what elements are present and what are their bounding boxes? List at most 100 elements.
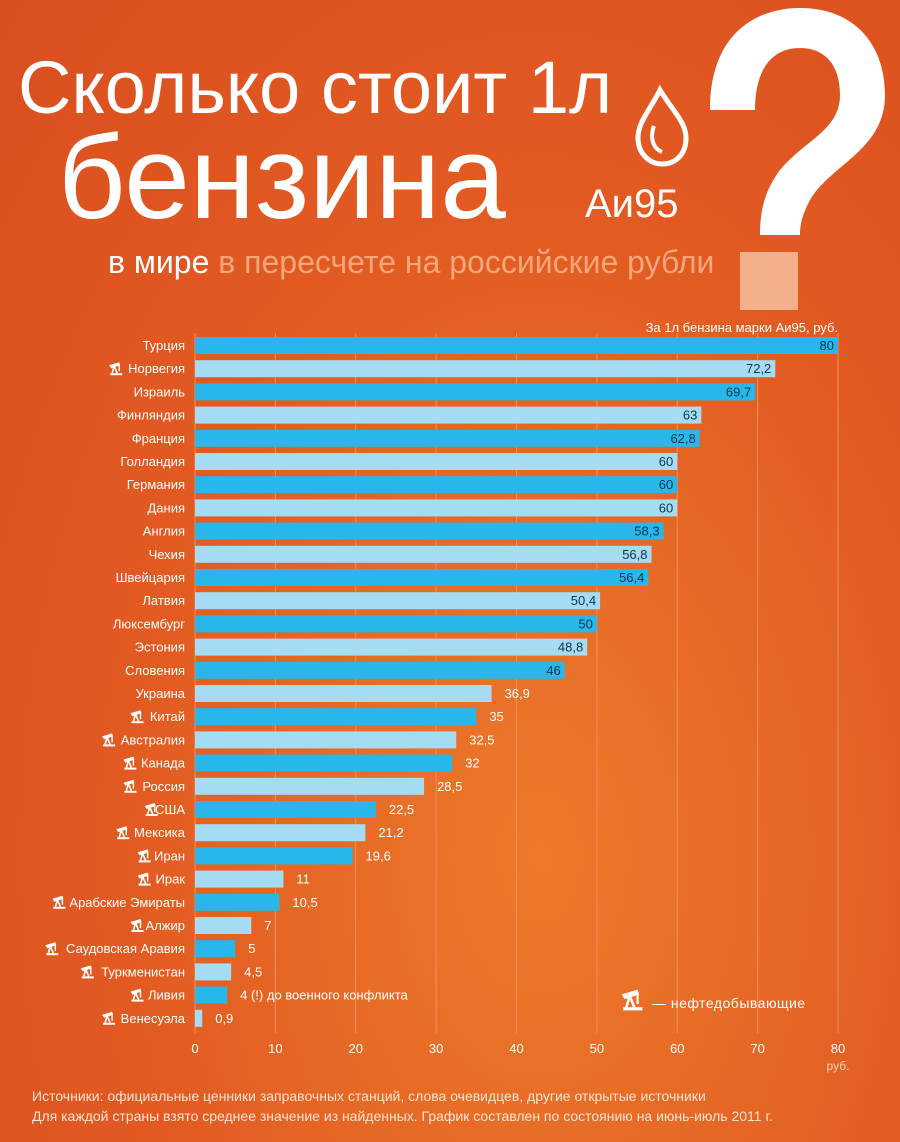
category-label: США <box>155 802 185 817</box>
category-label: Арабские Эмираты <box>69 895 185 910</box>
x-tick-label: 60 <box>670 1041 684 1056</box>
footer-method: Для каждой страны взято среднее значение… <box>32 1108 773 1124</box>
bar <box>195 499 678 517</box>
bar <box>195 453 678 470</box>
x-tick-label: 50 <box>590 1041 604 1056</box>
oil-pump-icon <box>621 989 643 1011</box>
x-tick-label: 30 <box>429 1041 443 1056</box>
value-label: 60 <box>659 454 673 469</box>
bar <box>195 661 565 679</box>
oil-pump-icon <box>144 803 158 816</box>
value-label: 58,3 <box>634 524 659 539</box>
value-label: 46 <box>546 663 560 678</box>
category-label: Германия <box>127 477 185 492</box>
x-tick-label: 40 <box>509 1041 523 1056</box>
x-tick-label: 80 <box>831 1041 845 1056</box>
unit-note: За 1л бензина марки Аи95, руб. <box>645 320 838 335</box>
value-label: 4,5 <box>244 964 262 979</box>
category-label: Чехия <box>149 547 185 562</box>
bar <box>195 476 678 494</box>
bar <box>195 963 232 981</box>
x-tick-label: 70 <box>750 1041 764 1056</box>
category-label: Швейцария <box>116 570 185 585</box>
value-label: 80 <box>820 338 834 353</box>
bar <box>195 777 425 795</box>
bar <box>195 708 477 726</box>
category-label: Франция <box>132 431 185 446</box>
x-tick-label: 10 <box>268 1041 282 1056</box>
category-label: Норвегия <box>128 361 185 376</box>
oil-pump-icon <box>130 988 144 1002</box>
value-label: 19,6 <box>366 848 391 863</box>
value-label: 50,4 <box>571 593 596 608</box>
bar <box>195 731 457 749</box>
value-label: 32,5 <box>469 732 494 747</box>
subtitle-part-a: в мире <box>108 244 210 280</box>
subtitle-part-b: в пересчете на российские рубли <box>218 244 715 280</box>
value-label: 10,5 <box>292 895 317 910</box>
value-label: 72,2 <box>746 361 771 376</box>
oil-pump-icon <box>102 733 116 747</box>
oil-pump-icon <box>123 779 137 793</box>
category-label: Австралия <box>121 732 185 747</box>
value-label: 35 <box>489 709 503 724</box>
category-label: Мексика <box>134 825 186 840</box>
oil-pump-icon <box>137 849 151 863</box>
value-label: 4 (!) до военного конфликта <box>240 988 408 1003</box>
value-label: 56,4 <box>619 570 644 585</box>
oil-pump-icon <box>109 362 123 376</box>
value-label: 0,9 <box>215 1011 233 1026</box>
category-label: Израиль <box>134 384 186 399</box>
oil-pump-icon <box>116 826 130 840</box>
oil-pump-icon <box>123 756 137 770</box>
value-label: 48,8 <box>558 640 583 655</box>
value-label: 56,8 <box>622 547 647 562</box>
bar <box>195 1009 203 1027</box>
bar <box>195 801 376 818</box>
oil-pump-icon <box>137 872 151 886</box>
bar <box>195 429 700 447</box>
x-tick-label: 20 <box>349 1041 363 1056</box>
category-label: Латвия <box>142 593 185 608</box>
value-label: 50 <box>578 616 592 631</box>
bar <box>195 545 652 563</box>
bar <box>195 893 280 911</box>
value-label: 63 <box>683 408 697 423</box>
value-label: 7 <box>264 918 271 933</box>
bar <box>195 754 453 772</box>
category-label: Туркменистан <box>101 964 185 979</box>
x-unit-label: руб. <box>827 1059 850 1073</box>
category-label: Россия <box>142 779 185 794</box>
bar <box>195 337 838 354</box>
x-tick-label: 0 <box>191 1041 198 1056</box>
category-label: Эстония <box>135 640 185 655</box>
bar <box>195 940 236 958</box>
bar <box>195 569 649 586</box>
category-label: Украина <box>136 686 186 701</box>
category-label: Иран <box>154 848 185 863</box>
category-label: Ливия <box>148 988 185 1003</box>
bar <box>195 522 664 540</box>
page-subtitle: в мире в пересчете на российские рубли <box>108 242 714 282</box>
category-label: Турция <box>142 338 185 353</box>
oil-pump-icon <box>130 710 144 724</box>
bar <box>195 638 588 656</box>
value-label: 62,8 <box>670 431 695 446</box>
bar <box>195 824 366 842</box>
oil-pump-icon <box>45 942 59 956</box>
category-label: Саудовская Аравия <box>66 941 185 956</box>
oil-pump-icon <box>130 919 144 932</box>
bar <box>195 360 776 378</box>
category-label: Канада <box>141 756 186 771</box>
page-title-line2: бензина <box>58 112 506 244</box>
value-label: 11 <box>296 872 310 887</box>
value-label: 22,5 <box>389 802 414 817</box>
bar <box>195 870 284 888</box>
oil-pump-icon <box>102 1011 116 1025</box>
oil-pump-icon <box>52 895 66 909</box>
category-label: Голландия <box>120 454 185 469</box>
value-label: 21,2 <box>378 825 403 840</box>
value-label: 36,9 <box>505 686 530 701</box>
question-mark-drop-icon <box>635 8 885 310</box>
